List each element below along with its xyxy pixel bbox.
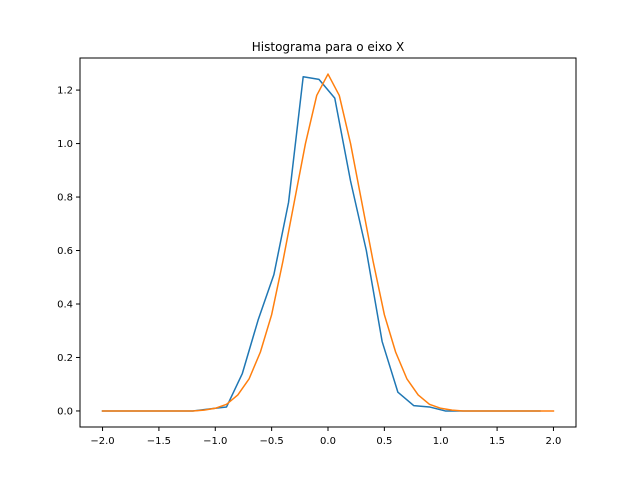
y-tick-label: 0.2 bbox=[57, 353, 73, 364]
y-tick-label: 0.4 bbox=[57, 300, 73, 311]
y-tick-label: 1.2 bbox=[57, 86, 73, 97]
x-tick-label: −2.0 bbox=[90, 436, 114, 447]
x-tick-label: −0.5 bbox=[259, 436, 283, 447]
x-axis: −2.0 −1.5 −1.0 −0.5 0.0 0.5 1.0 1.5 2.0 bbox=[90, 427, 561, 447]
x-tick-label: 1.0 bbox=[433, 436, 449, 447]
series-line-2 bbox=[101, 73, 555, 412]
y-tick-label: 0.6 bbox=[57, 246, 73, 257]
plot-series bbox=[101, 73, 555, 412]
chart-title: Histograma para o eixo X bbox=[252, 40, 404, 54]
x-tick-label: 0.5 bbox=[376, 436, 392, 447]
plot-frame bbox=[79, 57, 577, 428]
y-tick-label: 0.8 bbox=[57, 193, 73, 204]
x-tick-label: 1.5 bbox=[489, 436, 505, 447]
series-line-1 bbox=[101, 75, 541, 412]
y-tick-label: 0.0 bbox=[57, 406, 73, 417]
x-tick-label: −1.0 bbox=[203, 436, 227, 447]
x-tick-label: 0.0 bbox=[320, 436, 336, 447]
x-tick-label: 2.0 bbox=[546, 436, 562, 447]
y-tick-label: 1.0 bbox=[57, 139, 73, 150]
x-tick-label: −1.5 bbox=[147, 436, 171, 447]
y-axis: 0.0 0.2 0.4 0.6 0.8 1.0 1.2 bbox=[57, 86, 80, 417]
